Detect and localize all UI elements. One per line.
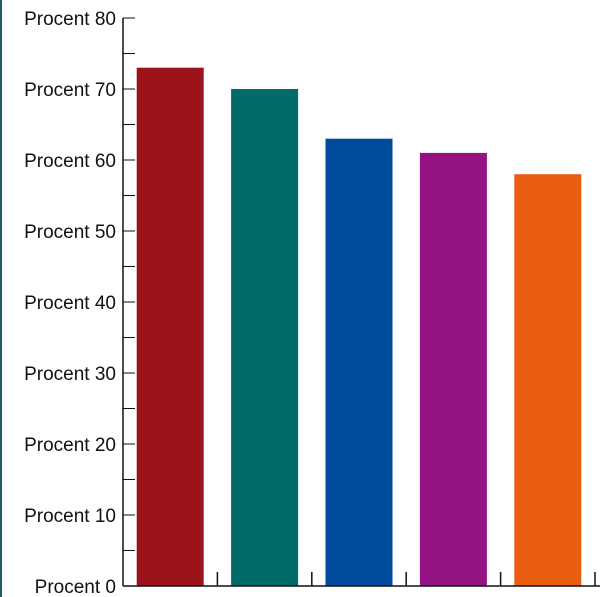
y-tick-label: Procent 10 bbox=[24, 506, 116, 527]
y-tick-label: Procent 60 bbox=[24, 151, 116, 172]
bar-3 bbox=[325, 138, 393, 586]
y-tick-label: Procent 30 bbox=[24, 364, 116, 385]
bar-1 bbox=[136, 67, 204, 586]
bar-5 bbox=[514, 174, 582, 586]
bars bbox=[136, 67, 582, 586]
y-tick-label: Procent 20 bbox=[24, 435, 116, 456]
y-tick-label: Procent 0 bbox=[35, 577, 116, 597]
left-edge-line bbox=[0, 0, 2, 597]
y-tick-label: Procent 70 bbox=[24, 80, 116, 101]
y-tick-label: Procent 80 bbox=[24, 9, 116, 30]
y-axis: Procent 0 Procent 10 Procent 20 Procent 30 P… bbox=[24, 9, 135, 597]
bar-4 bbox=[419, 152, 487, 586]
y-tick-label: Procent 50 bbox=[24, 222, 116, 243]
y-tick-label: Procent 40 bbox=[24, 293, 116, 314]
bar-2 bbox=[231, 89, 299, 586]
x-axis bbox=[123, 572, 600, 587]
